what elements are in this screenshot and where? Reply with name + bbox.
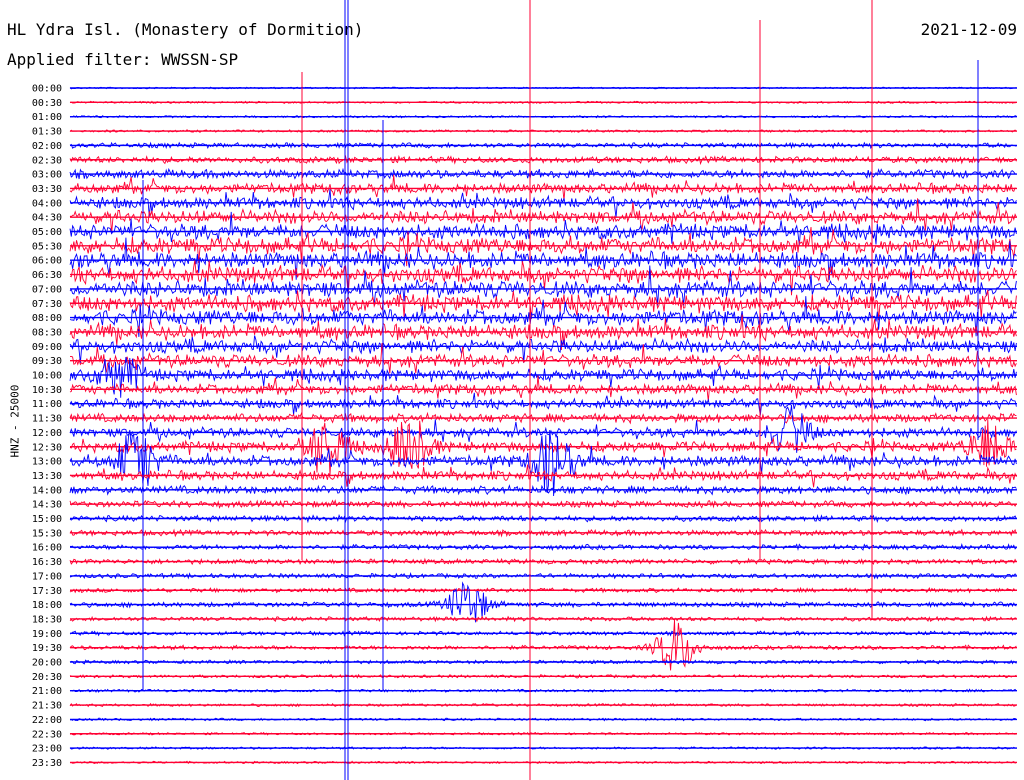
time-tick-label: 07:00 xyxy=(32,284,62,295)
time-tick-label: 14:00 xyxy=(32,485,62,496)
time-tick-label: 06:00 xyxy=(32,256,62,267)
time-tick-label: 21:00 xyxy=(32,686,62,697)
time-tick-label: 10:00 xyxy=(32,371,62,382)
trace-row xyxy=(69,189,1017,218)
trace-row xyxy=(69,356,1017,398)
time-tick-label: 17:30 xyxy=(32,586,62,597)
time-tick-label: 12:00 xyxy=(32,428,62,439)
time-tick-label: 03:30 xyxy=(32,184,62,195)
time-tick-label: 11:00 xyxy=(32,399,62,410)
trace-row xyxy=(69,464,1017,488)
time-tick-label: 09:30 xyxy=(32,356,62,367)
time-tick-label: 14:30 xyxy=(32,500,62,511)
time-tick-label: 09:00 xyxy=(32,342,62,353)
time-tick-label: 05:00 xyxy=(32,227,62,238)
time-tick-label: 11:30 xyxy=(32,414,62,425)
trace-row xyxy=(69,174,1017,201)
date-label: 2021-12-09 xyxy=(920,20,1017,39)
trace-row xyxy=(69,411,1017,425)
time-tick-label: 05:30 xyxy=(32,241,62,252)
time-tick-label: 13:30 xyxy=(32,471,62,482)
time-tick-label: 03:00 xyxy=(32,170,62,181)
time-tick-label: 10:30 xyxy=(32,385,62,396)
time-tick-label: 23:30 xyxy=(32,758,62,769)
time-tick-label: 15:30 xyxy=(32,528,62,539)
time-tick-label: 02:30 xyxy=(32,155,62,166)
time-tick-label: 15:00 xyxy=(32,514,62,525)
time-tick-label: 00:30 xyxy=(32,98,62,109)
time-tick-label: 02:00 xyxy=(32,141,62,152)
time-tick-label: 22:30 xyxy=(32,729,62,740)
time-tick-label: 20:30 xyxy=(32,672,62,683)
time-tick-label: 07:30 xyxy=(32,299,62,310)
time-tick-label: 04:30 xyxy=(32,213,62,224)
filter-label: Applied filter: WWSSN-SP xyxy=(7,50,239,69)
time-tick-label: 01:30 xyxy=(32,127,62,138)
time-tick-label: 01:00 xyxy=(32,112,62,123)
time-tick-label: 19:00 xyxy=(32,629,62,640)
time-tick-label: 21:30 xyxy=(32,701,62,712)
time-labels: 00:00 00:30 01:00 01:30 02:00 02:30 03:00 03:30… xyxy=(32,84,62,769)
time-tick-label: 23:00 xyxy=(32,744,62,755)
time-tick-label: 06:30 xyxy=(32,270,62,281)
time-tick-label: 17:00 xyxy=(32,571,62,582)
time-tick-label: 16:30 xyxy=(32,557,62,568)
trace-row xyxy=(69,265,1017,306)
trace-row xyxy=(69,429,1017,497)
trace-row xyxy=(69,342,1017,374)
trace-row xyxy=(69,198,1017,234)
time-tick-label: 16:00 xyxy=(32,543,62,554)
trace-row xyxy=(69,314,1017,351)
trace-row xyxy=(69,335,1017,364)
trace-row xyxy=(69,484,1017,496)
time-tick-label: 19:30 xyxy=(32,643,62,654)
time-tick-label: 04:00 xyxy=(32,198,62,209)
time-tick-label: 00:00 xyxy=(32,84,62,95)
time-tick-label: 20:00 xyxy=(32,658,62,669)
time-tick-label: 13:00 xyxy=(32,457,62,468)
trace-row xyxy=(69,260,1017,296)
time-tick-label: 22:00 xyxy=(32,715,62,726)
time-tick-label: 08:30 xyxy=(32,327,62,338)
trace-lines xyxy=(69,0,1017,780)
time-tick-label: 18:00 xyxy=(32,600,62,611)
time-tick-label: 18:30 xyxy=(32,614,62,625)
time-tick-label: 12:30 xyxy=(32,442,62,453)
time-tick-label: 08:00 xyxy=(32,313,62,324)
station-title: HL Ydra Isl. (Monastery of Dormition) xyxy=(7,20,364,39)
